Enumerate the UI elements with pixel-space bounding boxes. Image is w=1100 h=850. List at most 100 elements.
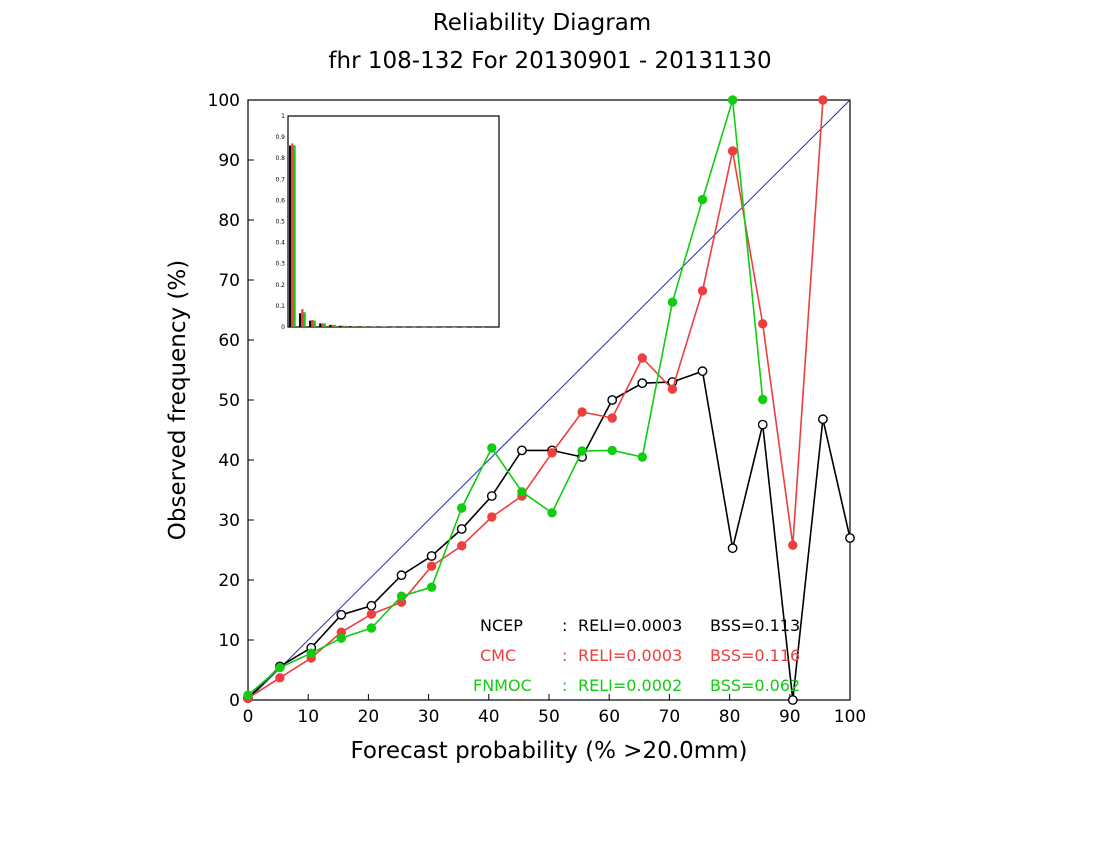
inset-y-tick-label: 0.2 [275, 282, 285, 289]
inset-y-tick-label: 0.6 [275, 197, 285, 204]
inset-bar-cmc [361, 326, 364, 327]
data-point-fnmoc [517, 487, 527, 497]
inset-bar-fnmoc [393, 326, 397, 328]
data-point-fnmoc [457, 503, 467, 513]
data-point-ncep [818, 414, 828, 425]
x-tick-label: 30 [418, 707, 440, 727]
data-point-fnmoc [607, 445, 617, 456]
inset-frame [287, 115, 500, 328]
inset-bar-ncep [389, 326, 392, 328]
data-point-ncep [845, 533, 855, 543]
inset-y-tick-label: 0.7 [275, 176, 285, 183]
inset-bar-ncep [439, 326, 442, 328]
data-point-fnmoc [667, 297, 678, 307]
data-point-cmc [788, 540, 798, 550]
inset-bar-fnmoc [293, 145, 296, 327]
y-tick-label: 30 [218, 511, 240, 531]
data-point-cmc [275, 673, 285, 683]
data-point-cmc [667, 384, 678, 394]
legend-cmc-colon: : [562, 646, 567, 665]
x-axis-label: Forecast probability (% >20.0mm) [350, 738, 747, 764]
inset-bars [289, 143, 493, 328]
legend-ncep-reli: RELI=0.0003 [578, 616, 682, 635]
inset-bar-cmc [431, 326, 435, 328]
y-tick-label: 70 [218, 271, 240, 291]
inset-bar-cmc [351, 326, 354, 327]
inset-bar-fnmoc [434, 326, 437, 328]
inset-bar-fnmoc [403, 326, 407, 328]
x-axis: 0 10 20 30 40 50 60 70 80 90 100 [243, 694, 866, 727]
data-point-fnmoc [243, 690, 253, 700]
data-point-ncep [727, 543, 738, 554]
data-point-ncep [366, 600, 377, 611]
inset-bar-cmc [331, 324, 334, 327]
inset-bar-fnmoc [323, 323, 326, 327]
inset-y-tick-label: 0.5 [275, 219, 285, 226]
y-tick-label: 0 [229, 691, 240, 711]
data-point-cmc [758, 319, 768, 329]
x-tick-label: 80 [719, 707, 741, 727]
inset-bar-fnmoc [444, 326, 447, 328]
x-tick-label: 70 [659, 707, 681, 727]
y-tick-label: 80 [218, 211, 240, 231]
y-tick-label: 50 [218, 391, 240, 411]
legend: NCEP : RELI=0.0003 BSS=0.113 CMC : RELI=… [473, 616, 800, 695]
y-tick-label: 100 [208, 91, 240, 111]
inset-bar-fnmoc [424, 326, 427, 328]
inset-y-axis: 0 0.1 0.2 0.3 0.4 0.5 0.6 0.7 0.8 0.9 1 [275, 113, 285, 331]
data-point-fnmoc [758, 394, 768, 405]
data-point-ncep [607, 395, 618, 405]
inset-bar-cmc [401, 326, 404, 328]
series-layer [243, 95, 855, 705]
data-point-fnmoc [547, 508, 557, 518]
inset-bar-fnmoc [313, 320, 316, 327]
legend-fnmoc-reli: RELI=0.0002 [578, 676, 682, 695]
y-tick-label: 10 [218, 631, 240, 651]
inset-bar-ncep [399, 326, 402, 328]
data-point-cmc [487, 512, 497, 522]
legend-cmc-name: CMC [480, 646, 516, 665]
inset-bar-cmc [482, 326, 485, 328]
inset-bar-fnmoc [454, 326, 457, 328]
legend-fnmoc-colon: : [562, 676, 567, 695]
data-point-cmc [818, 95, 828, 105]
data-point-cmc [426, 561, 437, 571]
inset-bar-ncep [449, 326, 452, 328]
series-line-fnmoc [247, 99, 764, 696]
inset-bar-cmc [371, 326, 374, 328]
inset-bar-fnmoc [343, 325, 346, 327]
inset-bar-cmc [472, 326, 475, 328]
inset-bar-ncep [429, 326, 432, 328]
inset-bar-ncep [489, 326, 493, 328]
legend-ncep-colon: : [562, 616, 567, 635]
y-tick-label: 90 [218, 151, 240, 171]
inset-bar-fnmoc [414, 326, 417, 328]
data-point-fnmoc [275, 662, 285, 673]
data-point-fnmoc [366, 623, 377, 633]
legend-ncep-bss: BSS=0.113 [710, 616, 800, 635]
inset-bar-ncep [309, 320, 312, 327]
inset-bar-ncep [409, 326, 412, 328]
series-line-cmc [247, 99, 824, 699]
inset-bar-cmc [311, 320, 314, 327]
perfect-reliability-line [247, 99, 851, 701]
inset-bar-cmc [291, 143, 294, 327]
data-point-cmc [366, 609, 377, 619]
legend-fnmoc-name: FNMOC [473, 676, 532, 695]
legend-fnmoc-bss: BSS=0.062 [710, 676, 800, 695]
data-point-cmc [697, 286, 708, 296]
data-point-fnmoc [306, 648, 316, 658]
inset-bar-ncep [339, 325, 342, 327]
inset-bar-cmc [421, 326, 425, 328]
inset-y-tick-label: 0 [281, 324, 285, 331]
data-point-fnmoc [697, 194, 708, 205]
inset-y-tick-label: 1 [281, 113, 285, 120]
inset-bar-ncep [469, 326, 473, 328]
data-point-ncep [336, 609, 347, 620]
y-axis-label: Observed frequency (%) [165, 260, 191, 540]
inset-bar-fnmoc [303, 312, 306, 327]
inset-bar-ncep [329, 324, 332, 327]
inset-bar-ncep [419, 326, 422, 328]
inset-bar-ncep [459, 326, 463, 328]
